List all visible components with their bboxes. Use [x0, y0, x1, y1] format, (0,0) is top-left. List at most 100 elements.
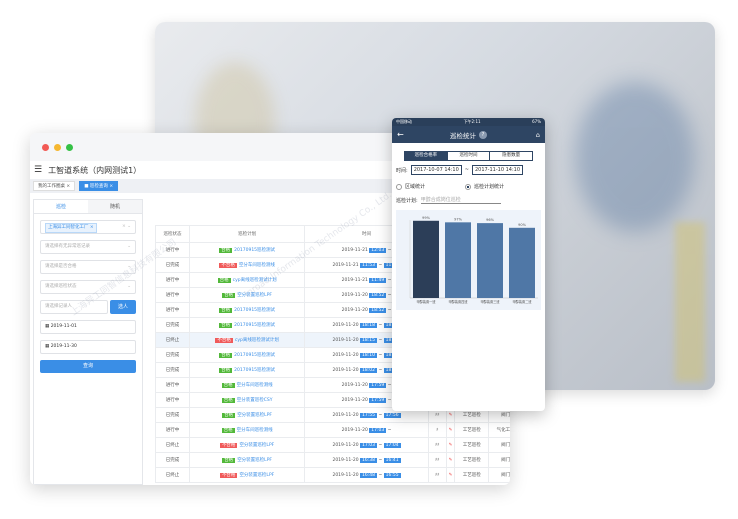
help-icon[interactable]: ?	[479, 130, 487, 139]
edit-icon[interactable]: ✎	[445, 452, 456, 468]
table-row[interactable]: 已终止 不合格 空分装置巡检LPF 2019-11-20 17:03 ~ 17:0…	[155, 437, 510, 453]
bar[interactable]	[477, 223, 503, 298]
plan-field[interactable]: 甲醇合成岗位巡检	[420, 196, 501, 204]
minimize-dot-icon[interactable]	[54, 144, 61, 151]
plan-link[interactable]: 空分车间巡检测线	[236, 428, 273, 433]
plan-cell: 不合格 空分车间巡检测线	[188, 257, 306, 273]
status-cell: 进行中	[155, 302, 190, 318]
status-cell: 已终止	[155, 467, 190, 483]
chevron-down-icon: ⌄	[127, 264, 131, 269]
data-label: 99%	[422, 216, 430, 220]
table-row[interactable]: 进行中 合格 空分车间巡检测线 2019-11-20 17:03 ~ ♯ ✎ 工艺…	[155, 422, 510, 438]
status-select[interactable]: 请选择巡检状态 ⌄	[40, 280, 136, 294]
type-cell: 工艺巡检	[454, 437, 490, 453]
end-date-field[interactable]: ▦ 2019-11-30	[40, 340, 136, 354]
end-time-field[interactable]: 2017-11-10 14:10	[471, 165, 524, 175]
start-time: 17:55	[360, 412, 378, 418]
plan-link[interactable]: 空分车间巡检测线	[236, 383, 273, 388]
query-button[interactable]: 查询	[40, 360, 136, 373]
home-icon[interactable]: ⌂	[535, 130, 540, 139]
plan-link[interactable]: 空分装置巡检LPF	[239, 443, 275, 448]
area-cell: 气化工段	[488, 422, 510, 438]
edit-icon[interactable]: ✎	[445, 422, 456, 438]
plan-cell: 合格 cyp离线巡检测试计划	[188, 272, 306, 288]
phone-screen: 中国移动 下午2:11 67% ← 巡检统计 ? ⌂ 巡检合格率 巡检时间 隐患数量…	[392, 118, 545, 411]
result-badge: 合格	[219, 308, 233, 313]
filter-panel: 巡检 随机 上海异工同智化工厂 × × ⌄ 请选择有无异常巡记录 ⌄ 请选择是否合格…	[33, 199, 143, 485]
data-label: 96%	[486, 218, 494, 222]
result-badge: 合格	[219, 248, 233, 253]
result-badge: 不合格	[219, 473, 238, 478]
status-cell: 已终止	[155, 437, 190, 453]
plan-link[interactable]: 20170915巡检测试	[234, 323, 276, 328]
plan-link[interactable]: 20170915巡检测试	[234, 368, 276, 373]
plan-link[interactable]: 空分装置巡检LPF	[239, 473, 275, 478]
area-cell: 阀门	[488, 437, 510, 453]
plan-link[interactable]: 空分装置巡检CSY	[236, 398, 273, 403]
radio-area[interactable]	[396, 183, 402, 190]
close-dot-icon[interactable]	[42, 144, 49, 151]
tab-workbench[interactable]: 我的工作圈桌 ×	[33, 181, 76, 191]
tab-inspection[interactable]: 巡检	[55, 204, 66, 210]
area-cell: 阀门	[488, 452, 510, 468]
plan-cell: 合格 20170915巡检测试	[188, 302, 306, 318]
plan-link[interactable]: cyp离线巡检测试计划	[232, 278, 277, 283]
abnormal-select[interactable]: 请选择有无异常巡记录 ⌄	[40, 240, 136, 254]
data-label: 97%	[454, 217, 462, 221]
table-row[interactable]: 已完成 合格 空分装置巡检LPF 2019-11-20 16:38 ~ 16:41…	[155, 452, 510, 468]
plan-link[interactable]: 空分装置巡检LPF	[237, 293, 272, 298]
start-time: 17:59	[369, 397, 387, 403]
plan-link[interactable]: 20170915巡检测试	[234, 308, 276, 313]
plan-link[interactable]: cyp离线巡检测试计划	[234, 338, 279, 343]
bar[interactable]	[413, 220, 439, 298]
recorder-input[interactable]: 请选择记录人	[40, 300, 108, 314]
plan-cell: 合格 20170915巡检测试	[188, 317, 306, 333]
segment-time[interactable]: 巡检时间	[446, 152, 490, 160]
time-cell: 2019-11-20 17:03 ~ 17:04	[304, 437, 429, 453]
start-time: 11:53	[360, 262, 378, 268]
back-arrow-icon[interactable]: ←	[397, 130, 404, 139]
plan-cell: 合格 20170915巡检测试	[188, 362, 306, 378]
stat-segments: 巡检合格率 巡检时间 隐患数量	[404, 151, 533, 161]
plan-link[interactable]: 空分车间巡检测线	[238, 263, 275, 268]
maximize-dot-icon[interactable]	[66, 144, 73, 151]
radio-plan[interactable]	[465, 183, 472, 190]
factory-tag[interactable]: 上海异工同智化工厂 ×	[45, 223, 97, 233]
bar[interactable]	[509, 227, 535, 298]
table-row[interactable]: 已终止 不合格 空分装置巡检LPF 2019-11-20 16:48 ~ 16:5…	[155, 467, 510, 483]
pass-rate-chart: 99% 甲醇装置一班 97% 甲醇装置四班 96% 甲醇装置三班 90% 甲醇装置二班	[396, 210, 541, 310]
chevron-down-icon: ⌄	[127, 284, 131, 289]
plan-link[interactable]: 空分装置巡检LPF	[237, 413, 272, 418]
result-badge: 合格	[222, 293, 236, 298]
menu-icon[interactable]: ☰	[34, 165, 43, 175]
plan-cell: 不合格 空分装置巡检LPF	[188, 437, 306, 453]
segment-hazards[interactable]: 隐患数量	[489, 152, 532, 160]
factory-select[interactable]: 上海异工同智化工厂 × × ⌄	[40, 220, 136, 234]
plan-cell: 合格 空分装置巡检LPF	[188, 287, 306, 303]
fill-cell: ♯♯	[427, 437, 447, 453]
column-header: 巡检状态	[155, 225, 190, 243]
edit-icon[interactable]: ✎	[445, 437, 456, 453]
select-person-button[interactable]: 选人	[110, 300, 136, 314]
start-date-field[interactable]: ▦ 2019-11-01	[40, 320, 136, 334]
fill-cell: ♯♯	[427, 467, 447, 483]
plan-link[interactable]: 空分装置巡检LPF	[237, 458, 272, 463]
segment-pass-rate[interactable]: 巡检合格率	[405, 152, 447, 160]
result-badge: 合格	[221, 383, 235, 388]
tab-random[interactable]: 随机	[88, 200, 142, 213]
start-time: 18:52	[369, 292, 387, 298]
start-time: 18:10	[360, 352, 378, 358]
status-cell: 进行中	[155, 272, 190, 288]
plan-link[interactable]: 20170915巡检测试	[234, 353, 276, 358]
plan-link[interactable]: 20170915巡检测试	[234, 248, 276, 253]
start-time: 17:03	[369, 427, 387, 433]
tab-inspection-query[interactable]: ■ 巡检查询 ×	[79, 181, 119, 191]
start-time-field[interactable]: 2017-10-07 14:10	[410, 165, 462, 175]
column-header: 巡检计划	[188, 225, 306, 243]
edit-icon[interactable]: ✎	[445, 467, 456, 483]
app-title: 工智道系统（内网测试1）	[48, 165, 142, 175]
start-time: 11:49	[369, 277, 387, 283]
bar[interactable]	[445, 222, 471, 298]
time-cell: 2019-11-20 17:03 ~	[304, 422, 429, 438]
qualified-select[interactable]: 请选择是否合格 ⌄	[40, 260, 136, 274]
